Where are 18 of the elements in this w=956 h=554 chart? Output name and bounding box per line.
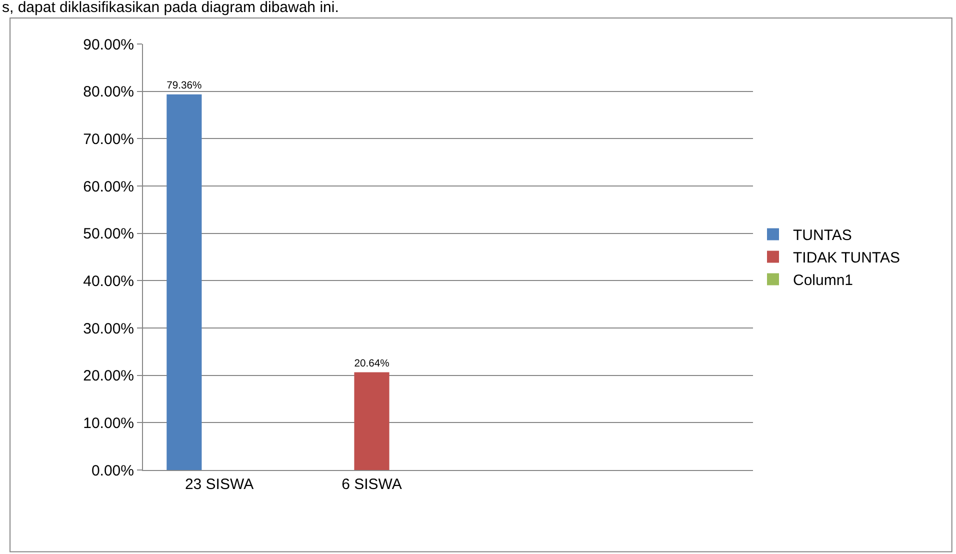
y-tick-label: 60.00% — [83, 178, 134, 196]
x-tick-label: 6 SISWA — [342, 476, 402, 493]
y-tick-label: 50.00% — [83, 226, 134, 243]
y-tick-label: 40.00% — [83, 272, 134, 290]
legend-label: TUNTAS — [793, 227, 852, 244]
data-label: 20.64% — [354, 358, 390, 370]
y-tick-label: 80.00% — [83, 84, 134, 101]
x-tick-label: 23 SISWA — [184, 476, 254, 493]
y-tick-label: 30.00% — [83, 320, 134, 338]
data-label: 79.36% — [166, 80, 202, 92]
y-tick-label: 70.00% — [83, 130, 134, 148]
y-tick-label: 10.00% — [83, 414, 134, 432]
y-tick-label: 90.00% — [83, 36, 134, 54]
text: s, dapat diklasifikasikan pada diagram dibawah ini. — [2, 0, 339, 16]
y-tick-label: 20.00% — [83, 368, 134, 385]
legend-label: Column1 — [793, 272, 854, 290]
y-tick-label: 0.00% — [91, 462, 134, 480]
legend-label: TIDAK TUNTAS — [793, 250, 900, 267]
